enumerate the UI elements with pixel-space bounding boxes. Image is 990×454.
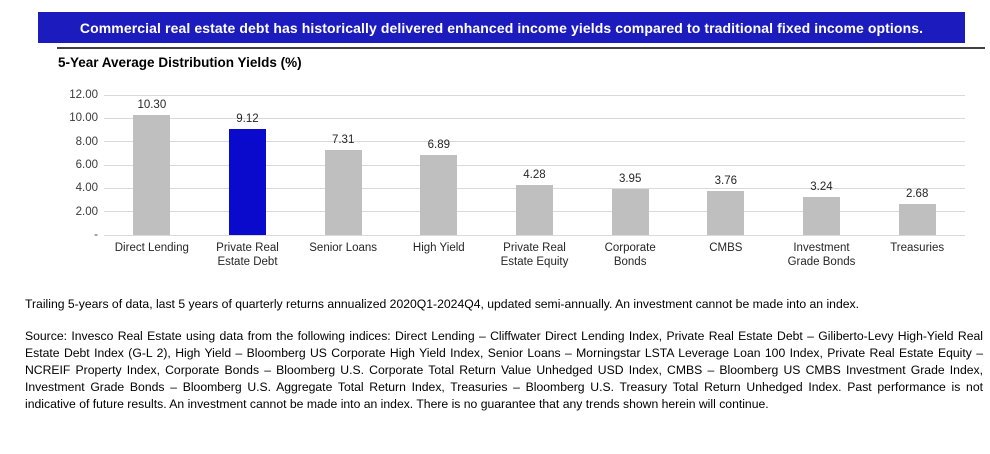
bar-value-label: 2.68 [905,187,929,200]
trailing-data-note: Trailing 5-years of data, last 5 years o… [25,297,859,312]
divider-line [57,47,985,49]
bar-value-label: 3.24 [810,181,833,194]
category-label: Private Real Estate Equity [500,242,569,268]
bar-value-label: 9.12 [236,112,259,125]
category-label: Senior Loans [309,242,378,254]
bar [420,154,458,235]
gridline [104,117,965,119]
category-label: Investment Grade Bonds [787,242,856,268]
bar-highlighted [229,128,266,235]
gridline [104,164,965,166]
y-axis-tick-label: 4.00 [75,182,98,195]
bar [707,191,745,235]
bar-value-label: 4.28 [523,169,546,182]
bar-value-label: 3.76 [714,175,738,188]
y-axis-tick-label: 2.00 [75,205,98,218]
plot-area: 10.30 9.12 7.31 6.89 4.28 3.95 3.76 3.24 2.68 [104,94,965,236]
category-label: CMBS [709,242,743,254]
y-axis-tick-label: - [94,229,98,241]
bar-value-label: 3.95 [618,172,642,185]
category-label: Private Real Estate Debt [216,242,279,268]
category-label: Direct Lending [114,242,189,254]
gridline [104,94,965,96]
y-axis-tick-label: 8.00 [75,135,98,148]
bar [516,185,553,235]
bar [324,149,362,235]
bar-value-label: 7.31 [331,133,355,146]
x-axis: Direct Lending Private Real Estate Debt Se… [104,241,965,275]
bar [611,188,649,235]
bar [133,114,171,235]
bar-value-label: 10.30 [137,98,167,111]
category-label: High Yield [412,242,465,254]
bar-value-label: 6.89 [427,138,451,151]
gridline [104,141,965,143]
y-axis-tick-label: 6.00 [75,159,98,171]
chart-title: 5-Year Average Distribution Yields (%) [58,55,302,70]
headline-banner: Commercial real estate debt has historic… [38,12,965,43]
bar [803,197,840,235]
y-axis-tick-label: 12.00 [69,89,98,101]
category-label: Corporate Bonds [604,242,656,268]
gridline [104,234,965,236]
bar [898,203,936,235]
headline-banner-text: Commercial real estate debt has historic… [79,19,924,36]
y-axis-tick-label: 10.00 [69,112,98,125]
y-axis: 12.00 10.00 8.00 6.00 4.00 2.00 - [56,89,98,241]
category-label: Treasuries [890,242,945,254]
source-disclosure-note: Source: Invesco Real Estate using data f… [25,329,983,412]
